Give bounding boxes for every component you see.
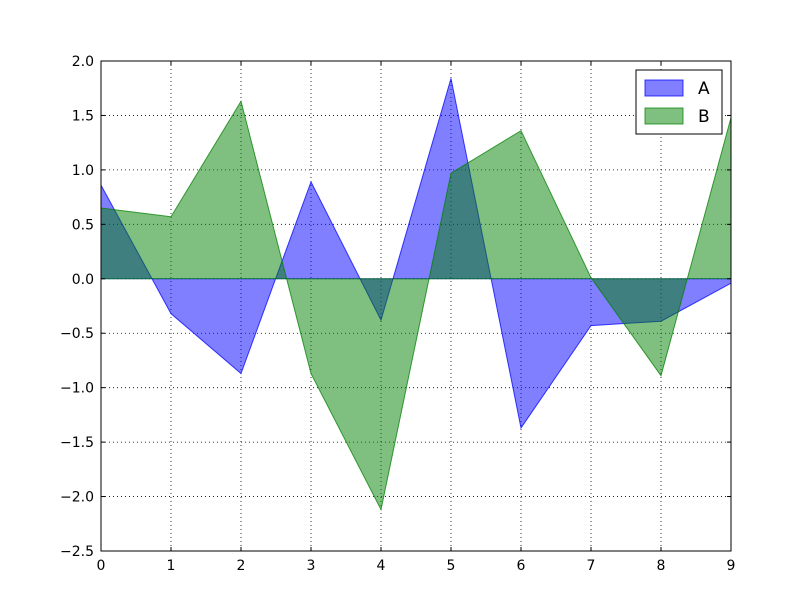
legend-swatch-b — [644, 107, 684, 125]
series-line-b — [100, 100, 732, 512]
legend-swatch-a — [644, 79, 684, 97]
y-tick-label: −2.5 — [60, 544, 94, 560]
x-tick-label: 3 — [307, 558, 316, 574]
series-fill-b — [101, 101, 731, 510]
x-tick-label: 0 — [97, 558, 106, 574]
y-tick-label: −2.0 — [60, 490, 94, 506]
y-tick-label: −1.0 — [60, 381, 94, 397]
x-tick-label: 5 — [447, 558, 456, 574]
legend-label-b: B — [698, 107, 710, 127]
legend-label-a: A — [698, 79, 710, 99]
y-tick-label: 1.0 — [72, 163, 94, 179]
series-fill-a — [101, 78, 731, 428]
axes-border — [100, 60, 732, 552]
y-tick-label: 0.0 — [72, 272, 94, 288]
axes-frame — [100, 60, 732, 552]
x-tick-label: 1 — [167, 558, 176, 574]
y-tick-label: 0.5 — [72, 217, 94, 233]
y-tick-label: −0.5 — [60, 326, 94, 342]
x-tick-label: 2 — [237, 558, 246, 574]
x-tick-label: 8 — [657, 558, 666, 574]
y-axis: −2.5 −2.0 −1.5 −1.0 −0.5 0.0 0.5 1.0 1.5 2.0 — [60, 54, 731, 560]
y-tick-label: −1.5 — [60, 435, 94, 451]
legend: AB — [635, 69, 723, 135]
x-tick-label: 6 — [517, 558, 526, 574]
y-tick-label: 1.5 — [72, 108, 94, 124]
x-axis: 0 1 2 3 4 5 6 7 8 9 — [97, 61, 736, 574]
x-tick-label: 4 — [377, 558, 386, 574]
x-tick-label: 9 — [727, 558, 736, 574]
y-tick-label: 2.0 — [72, 54, 94, 70]
series-layer — [100, 78, 732, 512]
x-tick-label: 7 — [587, 558, 596, 574]
